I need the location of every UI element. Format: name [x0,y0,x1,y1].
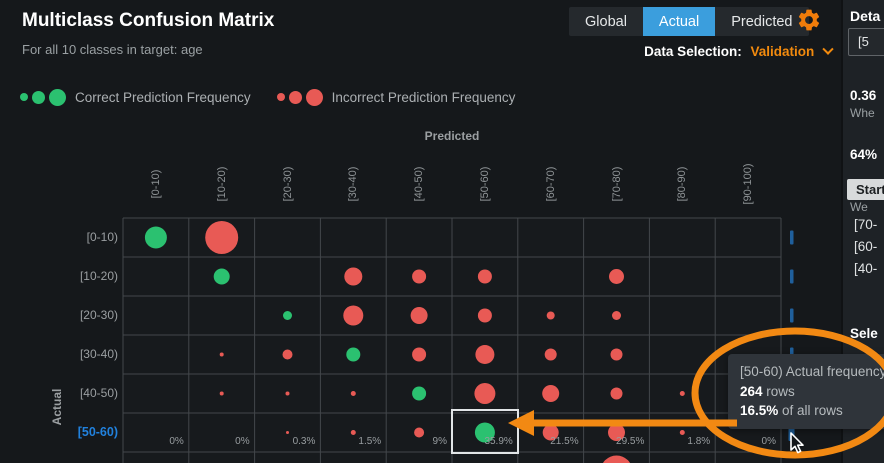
cell-percentage-8: 1.8% [687,436,711,447]
matrix-bubble[interactable] [283,311,292,320]
row-header-3: [30-40) [79,346,118,361]
data-selection[interactable]: Data Selection: Validation [560,43,834,59]
incorrect-dot-small-icon [276,93,285,101]
cell-percentage-5: 35.9% [484,436,513,447]
matrix-bubble[interactable] [144,226,167,249]
matrix-bubble[interactable] [477,308,492,323]
correct-dot-medium-icon [32,90,45,104]
x-axis-title: Predicted [424,129,480,143]
row-header-1: [10-20) [79,268,118,283]
row-header-0: [0-10) [86,229,118,244]
data-selection-label: Data Selection: [644,44,742,59]
settings-gear-icon[interactable] [796,7,822,33]
class-list-item[interactable]: [70- [854,217,878,232]
cell-percentage-3: 1.5% [358,436,382,447]
tooltip-title: [50-60) Actual frequency [740,364,884,379]
matrix-bubble[interactable] [542,385,560,402]
matrix-bubble[interactable] [410,307,428,324]
matrix-bubble[interactable] [679,391,685,396]
tab-predicted[interactable]: Predicted [715,7,809,36]
matrix-bubble[interactable] [542,424,559,441]
legend-correct-label: Correct Prediction Frequency [75,89,251,105]
cell-percentage-9: 0% [761,436,776,447]
matrix-bubble[interactable] [412,347,427,362]
matrix-bubble[interactable] [213,268,230,285]
row-header-2: [20-30) [79,307,118,322]
matrix-bubble[interactable] [344,267,363,286]
matrix-bubble[interactable] [285,391,290,396]
row-frequency-tick[interactable] [790,269,794,284]
details-panel-heading: Deta [850,8,881,24]
cell-percentage-4: 9% [432,436,447,447]
matrix-bubble[interactable] [219,391,224,396]
row-frequency-tick[interactable] [790,230,794,245]
correct-dot-small-icon [20,93,28,101]
matrix-bubble[interactable] [612,311,621,320]
row-frequency-tick[interactable] [790,308,794,323]
matrix-bubble[interactable] [609,269,624,284]
matrix-bubble[interactable] [475,345,495,364]
legend-incorrect-label: Incorrect Prediction Frequency [331,89,516,105]
matrix-bubble[interactable] [343,305,364,326]
cell-percentage-2: 0.3% [292,436,316,447]
matrix-bubble[interactable] [412,386,427,401]
matrix-bubble[interactable] [350,391,356,396]
matrix-bubble[interactable] [610,387,623,400]
matrix-bubble[interactable] [350,430,356,435]
matrix-bubble[interactable] [412,269,427,284]
class-list-item[interactable]: [60- [854,239,878,254]
hover-tooltip: [50-60) Actual frequency 264 rows 16.5% … [728,354,884,429]
class-dropdown[interactable]: [5 [848,28,884,56]
matrix-bubble[interactable] [601,455,633,463]
tab-global[interactable]: Global [569,7,643,36]
matrix-bubble[interactable] [474,422,495,443]
incorrect-dot-medium-icon [288,90,302,104]
matrix-bubble[interactable] [346,347,361,362]
legend: Correct Prediction Frequency Incorrect P… [20,87,541,107]
page-title: Multiclass Confusion Matrix [22,10,275,31]
incorrect-dot-large-icon [305,88,323,106]
matrix-bubble[interactable] [282,349,293,360]
matrix-bubble[interactable] [544,348,557,361]
stat-pct-value: 64% [850,147,878,162]
start-chip[interactable]: Start [847,179,884,200]
class-list-item[interactable]: [40- [854,261,878,276]
stat-f1-value: 0.36 [850,88,877,103]
matrix-bubble[interactable] [477,269,492,284]
cell-percentage-7: 29.5% [616,436,645,447]
matrix-bubble[interactable] [610,348,623,361]
select-heading: Sele [850,326,878,341]
row-header-4: [40-50) [79,385,118,400]
row-header-5: [50-60) [77,424,118,439]
cell-percentage-6: 21.5% [550,436,579,447]
data-selection-value[interactable]: Validation [750,44,815,59]
matrix-bubble[interactable] [414,427,425,438]
page-subtitle: For all 10 classes in target: age [22,42,203,57]
matrix-bubble[interactable] [205,221,239,254]
matrix-bubble[interactable] [546,311,555,320]
correct-dot-large-icon [49,88,66,106]
stat-f1-caption: Whe [850,106,875,120]
tooltip-rows-value: 264 [740,383,763,399]
tooltip-pct-value: 16.5% [740,403,779,418]
matrix-bubble[interactable] [286,431,289,434]
tab-actual[interactable]: Actual [642,7,716,36]
matrix-bubble[interactable] [608,424,625,441]
matrix-bubble[interactable] [679,430,685,435]
matrix-bubble[interactable] [219,352,224,357]
cell-percentage-0: 0% [169,436,184,447]
tooltip-rows-line: 264 rows [740,383,795,399]
cell-percentage-1: 0% [235,436,250,447]
tooltip-pct-line: 16.5% of all rows [740,403,843,418]
view-mode-tabs: Global Actual Predicted [569,7,809,36]
matrix-bubble[interactable] [474,383,496,404]
start-caption: We [850,200,868,214]
